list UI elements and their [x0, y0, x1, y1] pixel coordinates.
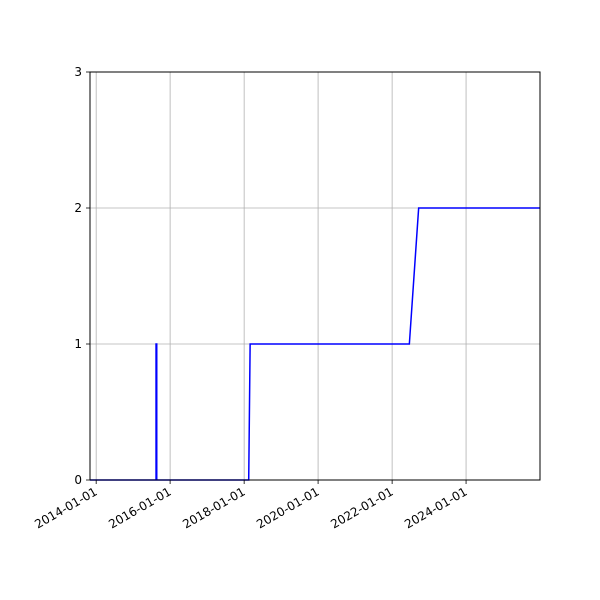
y-tick-label: 2 — [74, 201, 82, 215]
plot-frame — [89, 71, 541, 481]
y-axis: 0 1 2 3 — [74, 65, 90, 487]
y-tick-label: 3 — [74, 65, 82, 79]
y-tick-label: 1 — [74, 337, 82, 351]
y-tick-label: 0 — [74, 473, 82, 487]
